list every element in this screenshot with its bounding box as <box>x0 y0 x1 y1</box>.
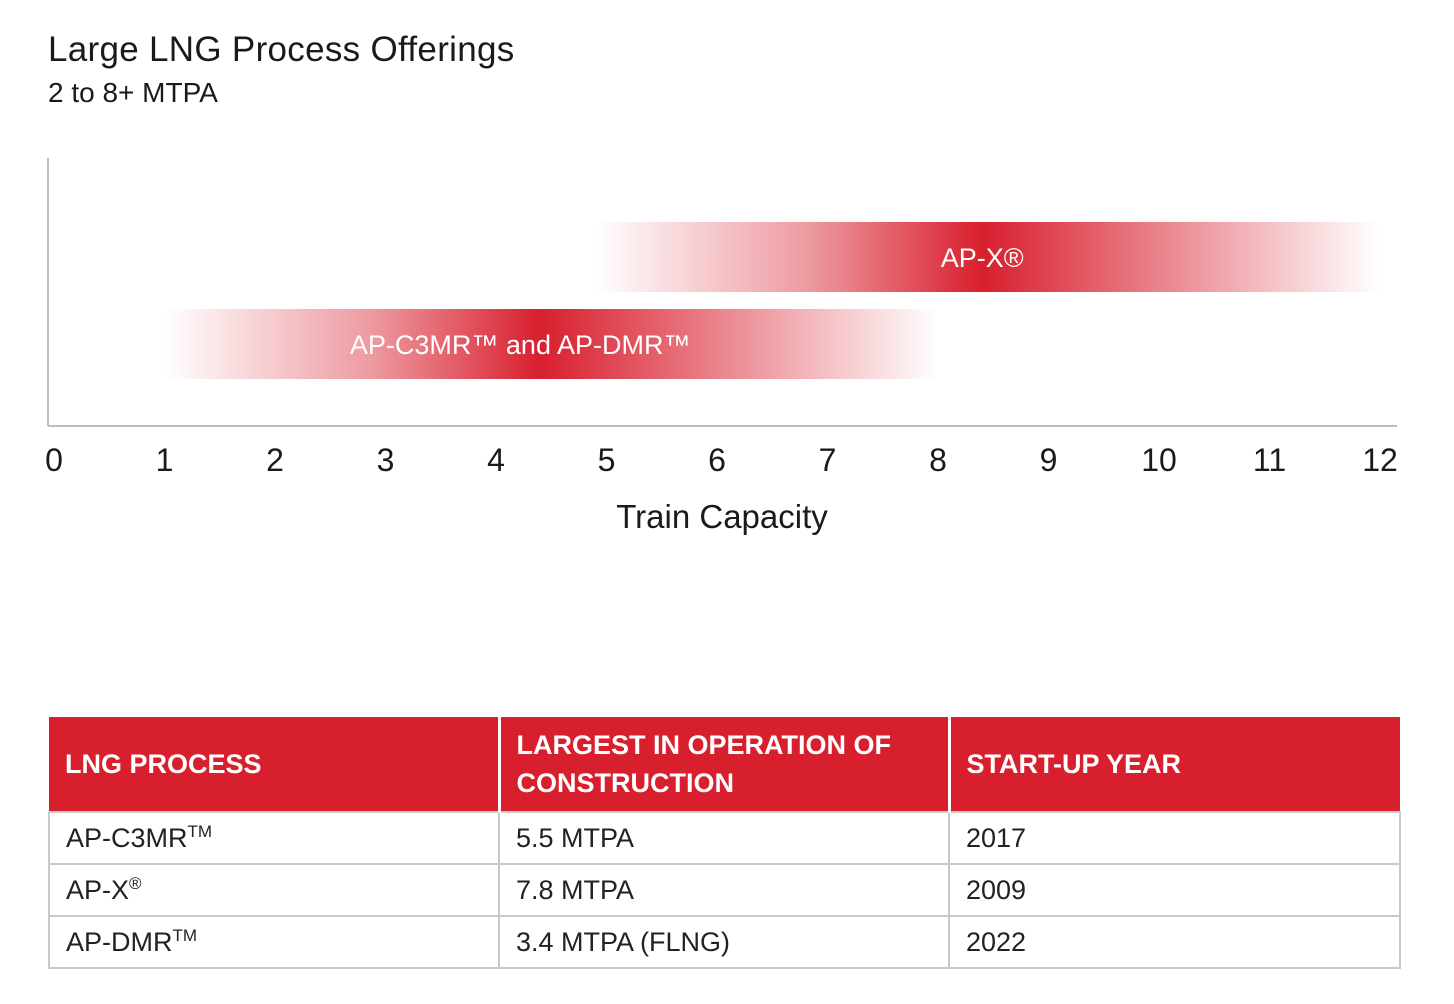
cell-year: 2022 <box>948 915 1401 969</box>
x-tick-label: 0 <box>45 442 63 478</box>
cell-process: AP-C3MRTM <box>48 811 500 865</box>
range-bar-0 <box>595 222 1380 292</box>
x-tick-label: 9 <box>1040 442 1058 478</box>
x-tick-label: 8 <box>929 442 947 478</box>
cell-process: AP-X® <box>48 863 500 917</box>
header-startup-year: START-UP YEAR <box>947 717 1400 812</box>
x-tick-label: 2 <box>266 442 284 478</box>
x-tick-label: 1 <box>156 442 174 478</box>
cell-capacity: 3.4 MTPA (FLNG) <box>498 915 950 969</box>
page-subtitle: 2 to 8+ MTPA <box>48 77 218 108</box>
range-bar-label-0: AP-X® <box>941 243 1024 273</box>
x-tick-label: 11 <box>1253 442 1286 478</box>
x-tick-label: 10 <box>1141 442 1177 478</box>
cell-capacity: 7.8 MTPA <box>498 863 950 917</box>
table-row: AP-DMRTM 3.4 MTPA (FLNG) 2022 <box>48 915 1401 969</box>
cell-year: 2017 <box>948 811 1401 865</box>
table-header-row: LNG PROCESS LARGEST IN OPERATION OF CONS… <box>49 717 1400 812</box>
page-title: Large LNG Process Offerings <box>48 30 515 69</box>
x-tick-label: 12 <box>1362 442 1398 478</box>
capacity-range-chart: AP-X®AP-C3MR™ and AP-DMR™ 0 1 2 3 4 5 6 7 8 9 10 11… <box>45 158 1398 535</box>
x-tick-label: 7 <box>819 442 837 478</box>
cell-year: 2009 <box>948 863 1401 917</box>
table-row: AP-X® 7.8 MTPA 2009 <box>48 863 1401 917</box>
table-row: AP-C3MRTM 5.5 MTPA 2017 <box>48 811 1401 865</box>
range-bar-label-1: AP-C3MR™ and AP-DMR™ <box>350 330 691 360</box>
process-table: LNG PROCESS LARGEST IN OPERATION OF CONS… <box>48 717 1401 969</box>
x-axis-title: Train Capacity <box>616 498 828 535</box>
x-tick-label: 3 <box>377 442 395 478</box>
range-bar-1 <box>164 309 938 379</box>
x-tick-label: 6 <box>708 442 726 478</box>
header-lng-process: LNG PROCESS <box>49 717 499 812</box>
x-tick-label: 5 <box>598 442 616 478</box>
cell-capacity: 5.5 MTPA <box>498 811 950 865</box>
cell-process: AP-DMRTM <box>48 915 500 969</box>
header-largest-capacity: LARGEST IN OPERATION OF CONSTRUCTION <box>497 717 949 812</box>
x-tick-label: 4 <box>487 442 505 478</box>
